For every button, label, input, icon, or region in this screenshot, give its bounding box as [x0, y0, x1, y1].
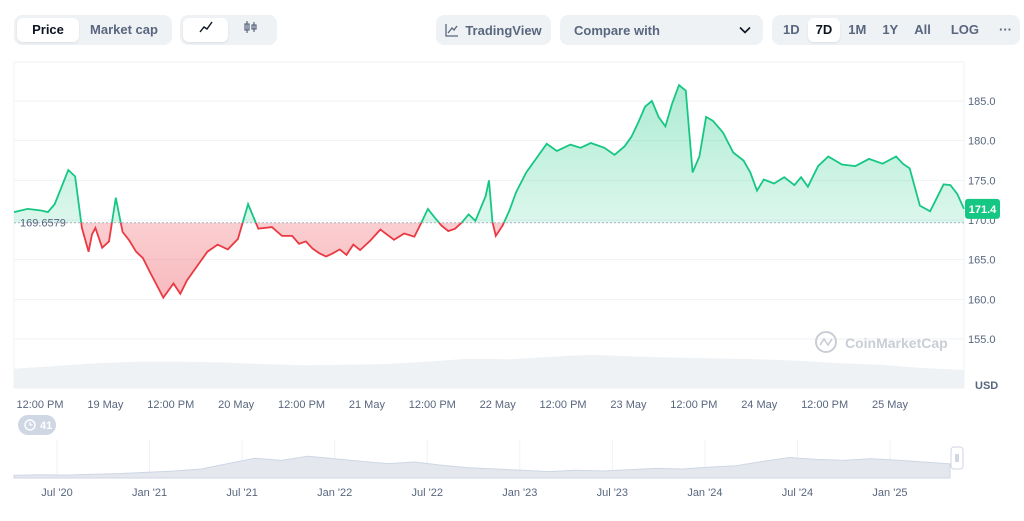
- current-price-label: 171.4: [969, 204, 997, 216]
- y-tick-label: 185.0: [968, 96, 996, 108]
- chevron-down-icon: [739, 26, 751, 34]
- y-tick-label: 175.0: [968, 175, 996, 187]
- range-1y-button[interactable]: 1Y: [882, 22, 899, 37]
- range-handle[interactable]: [950, 446, 964, 470]
- area-above-baseline: [14, 85, 964, 223]
- x-axis: 12:00 PM 19 May 12:00 PM 20 May 12:00 PM 21 M…: [16, 399, 908, 411]
- overview-tick-label: Jul '21: [226, 487, 257, 499]
- events-badge[interactable]: 41: [18, 415, 56, 435]
- overview-tick-label: Jul '23: [597, 487, 628, 499]
- x-tick-label: 12:00 PM: [409, 399, 456, 411]
- x-tick-label: 22 May: [480, 399, 517, 411]
- market-cap-tab[interactable]: Market cap: [90, 22, 158, 37]
- y-tick-label: 155.0: [968, 334, 996, 346]
- line-chart-button[interactable]: [183, 18, 228, 42]
- x-tick-label: 12:00 PM: [147, 399, 194, 411]
- x-tick-label: 12:00 PM: [278, 399, 325, 411]
- history-icon: [24, 419, 36, 431]
- currency-label: USD: [975, 380, 998, 392]
- overview-tick-label: Jan '23: [502, 487, 537, 499]
- x-tick-label: 24 May: [741, 399, 778, 411]
- x-tick-label: 12:00 PM: [801, 399, 848, 411]
- x-tick-label: 19 May: [87, 399, 124, 411]
- x-tick-label: 12:00 PM: [16, 399, 63, 411]
- range-7d-button[interactable]: 7D: [807, 18, 841, 42]
- overview-tick-label: Jan '22: [317, 487, 352, 499]
- price-tab[interactable]: Price: [17, 18, 79, 42]
- overview-sparkline: [13, 455, 951, 479]
- chart-toolbar: Price Market cap TradingView Compare wit…: [0, 0, 1024, 58]
- chart-style-toggle: [180, 15, 277, 45]
- compare-with-label: Compare with: [574, 22, 660, 38]
- overview-tick-label: Jul '20: [41, 487, 72, 499]
- price-line-up: [13, 83, 965, 223]
- grip-icon: [955, 454, 959, 462]
- y-tick-label: 165.0: [968, 255, 996, 267]
- y-tick-label: 180.0: [968, 136, 996, 148]
- x-tick-label: 23 May: [610, 399, 647, 411]
- overview-tick-label: Jul '24: [782, 487, 813, 499]
- overview-tick-label: Jan '25: [872, 487, 907, 499]
- candlestick-icon: [243, 21, 257, 33]
- events-count: 41: [40, 420, 52, 432]
- overview-navigator[interactable]: [13, 438, 964, 480]
- x-tick-label: 12:00 PM: [670, 399, 717, 411]
- watermark-text: CoinMarketCap: [845, 335, 948, 351]
- tradingview-button[interactable]: TradingView: [436, 15, 551, 45]
- range-1d-button[interactable]: 1D: [783, 22, 800, 37]
- x-tick-label: 21 May: [349, 399, 386, 411]
- overview-x-axis: Jul '20 Jan '21 Jul '21 Jan '22 Jul '22 Jan '…: [41, 487, 907, 499]
- compare-with-dropdown[interactable]: Compare with: [560, 15, 763, 45]
- line-chart-icon: [198, 21, 213, 33]
- more-options-button[interactable]: ···: [999, 22, 1013, 37]
- overview-tick-label: Jan '24: [687, 487, 722, 499]
- time-range-selector: 1D 7D 1M 1Y All LOG ···: [772, 15, 1020, 45]
- baseline-label: 169.6579: [20, 218, 66, 230]
- x-tick-label: 20 May: [218, 399, 255, 411]
- overview-tick-label: Jan '21: [132, 487, 167, 499]
- price-line-down: [80, 222, 505, 300]
- overview-tick-label: Jul '22: [411, 487, 442, 499]
- tradingview-icon: [445, 24, 459, 37]
- x-tick-label: 25 May: [872, 399, 909, 411]
- tradingview-label: TradingView: [465, 22, 542, 38]
- candlestick-button[interactable]: [228, 18, 273, 42]
- range-all-button[interactable]: All: [914, 22, 931, 37]
- chart-type-toggle: Price Market cap: [14, 15, 172, 45]
- volume-area: [14, 354, 964, 388]
- current-price-tag: 171.4: [965, 198, 1000, 219]
- log-scale-button[interactable]: LOG: [950, 22, 980, 37]
- coinmarketcap-logo-icon: [815, 331, 837, 353]
- watermark: CoinMarketCap: [815, 331, 948, 353]
- x-tick-label: 12:00 PM: [540, 399, 587, 411]
- range-1m-button[interactable]: 1M: [848, 22, 867, 37]
- y-tick-label: 160.0: [968, 294, 996, 306]
